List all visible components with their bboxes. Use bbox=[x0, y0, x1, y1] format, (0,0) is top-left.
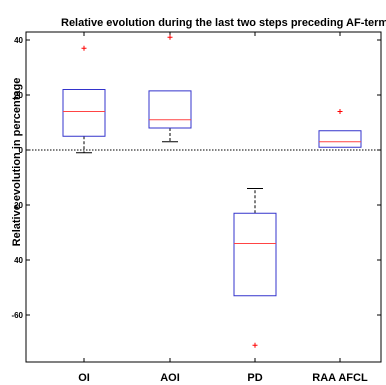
y-tick-label: 40 bbox=[14, 36, 23, 45]
x-tick-label: PD bbox=[247, 372, 262, 384]
chart-title: Relative evolution during the last two s… bbox=[61, 17, 386, 29]
x-tick-label: OI bbox=[78, 372, 90, 384]
y-tick-label: 0 bbox=[19, 146, 24, 155]
chart-marks: 40 20 0 20 40 -60 OI AOI PD RAA AFCL bbox=[11, 32, 381, 384]
y-tick-label: 40 bbox=[14, 256, 23, 265]
y-tick-label: 20 bbox=[14, 201, 23, 210]
box bbox=[62, 89, 106, 137]
y-tick-label: 20 bbox=[14, 91, 23, 100]
box bbox=[233, 212, 277, 297]
plot-frame bbox=[25, 31, 382, 363]
y-tick-label: -60 bbox=[11, 311, 23, 320]
x-tick-label: AOI bbox=[160, 372, 180, 384]
x-tick-label: RAA AFCL bbox=[312, 372, 368, 384]
y-axis-label: Relative evolution in percentage bbox=[11, 78, 23, 247]
box bbox=[148, 90, 192, 129]
box bbox=[318, 130, 362, 148]
